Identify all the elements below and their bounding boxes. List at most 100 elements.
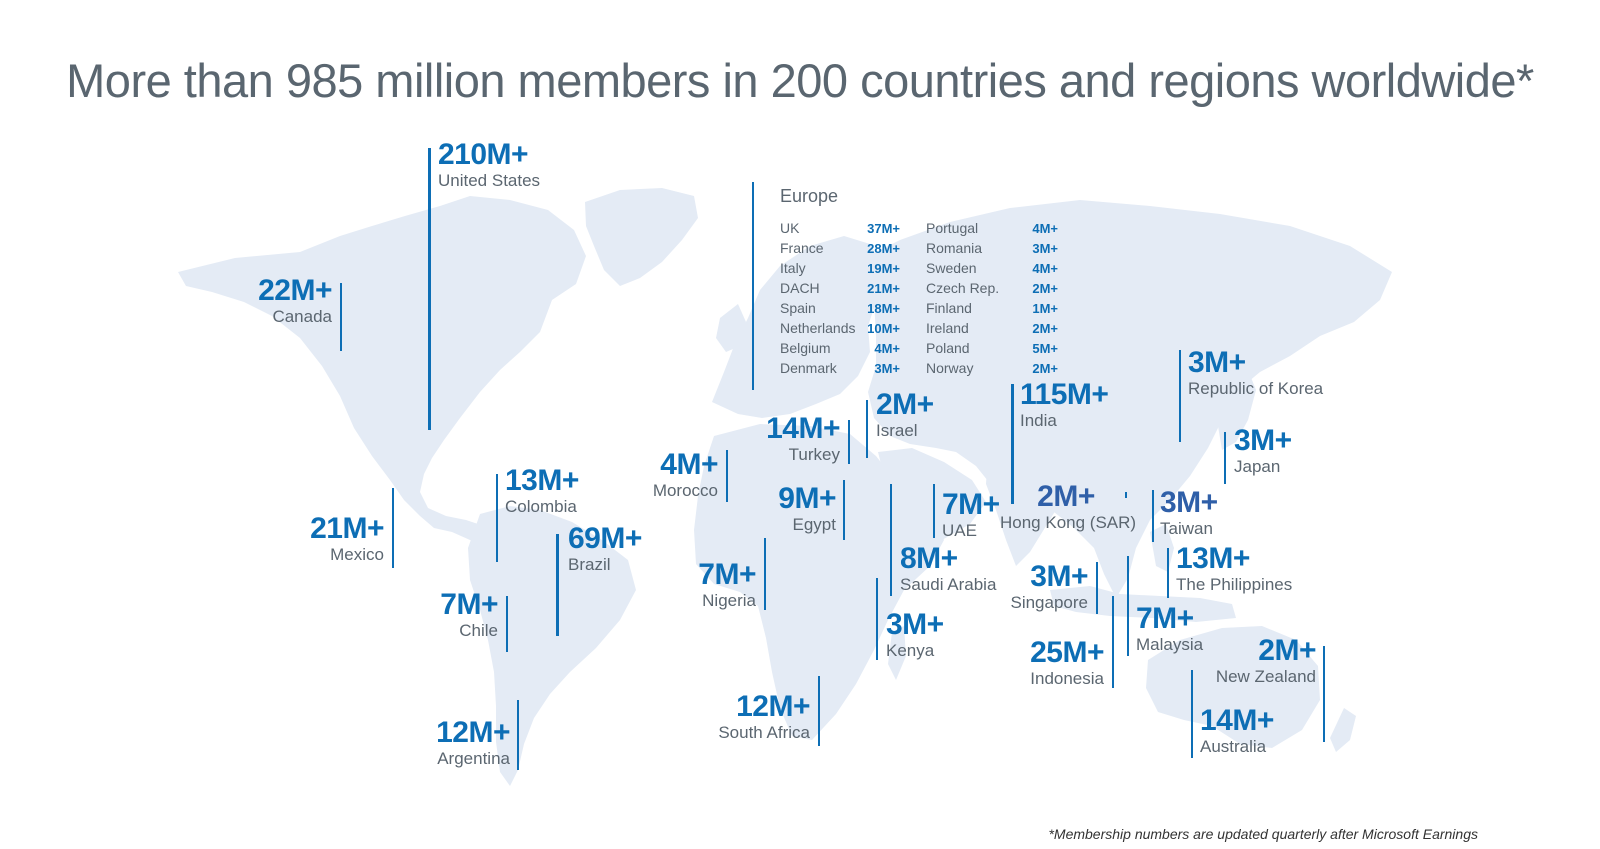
europe-member-count: 2M+ <box>1032 281 1058 296</box>
europe-row: Czech Rep. 2M+ <box>926 278 1058 298</box>
country-label-new-zealand: 2M+ New Zealand <box>1196 634 1317 687</box>
country-label-brazil: 69M+ Brazil <box>568 524 642 575</box>
country-label-colombia: 13M+ Colombia <box>505 466 579 517</box>
country-label-australia: 14M+ Australia <box>1200 706 1274 757</box>
europe-row: DACH 21M+ <box>780 278 912 298</box>
indicator-line-korea <box>1179 350 1181 442</box>
indicator-line-japan <box>1224 432 1226 484</box>
country-name: New Zealand <box>1215 667 1316 686</box>
country-name: Turkey <box>788 445 840 464</box>
country-label-morocco: 4M+ Morocco <box>618 450 719 501</box>
europe-row: Romania 3M+ <box>926 238 1058 258</box>
europe-member-count: 4M+ <box>1032 261 1058 276</box>
country-label-united-states: 210M+ United States <box>438 140 540 191</box>
country-name: United States <box>438 171 541 190</box>
member-count: 12M+ <box>736 690 810 723</box>
indicator-line-south-africa <box>818 676 820 746</box>
country-name: The Philippines <box>1176 575 1293 594</box>
country-name: Saudi Arabia <box>900 575 997 594</box>
country-label-philippines: 13M+ The Philippines <box>1176 544 1292 595</box>
country-name: Chile <box>459 621 498 640</box>
land-japan <box>1218 370 1256 450</box>
member-count: 3M+ <box>886 608 944 641</box>
europe-country-name: Netherlands <box>780 320 856 336</box>
footnote: *Membership numbers are updated quarterl… <box>1048 826 1478 842</box>
europe-country-name: Norway <box>926 360 974 376</box>
europe-row: Poland 5M+ <box>926 338 1058 358</box>
country-label-japan: 3M+ Japan <box>1234 426 1292 477</box>
europe-country-name: Finland <box>926 300 972 316</box>
europe-row: Portugal 4M+ <box>926 218 1058 238</box>
europe-row: Finland 1M+ <box>926 298 1058 318</box>
indicator-line-chile <box>506 596 508 652</box>
country-label-malaysia: 7M+ Malaysia <box>1136 604 1203 655</box>
land-greenland <box>585 188 698 286</box>
country-name: Indonesia <box>1030 669 1104 688</box>
country-name: UAE <box>942 521 977 540</box>
land-north-america <box>178 196 586 548</box>
country-name: Brazil <box>568 555 611 574</box>
member-count: 9M+ <box>778 482 836 515</box>
member-count: 13M+ <box>505 464 579 497</box>
indicator-line-colombia <box>496 474 498 562</box>
europe-member-count: 18M+ <box>867 301 900 316</box>
country-name: South Africa <box>718 723 810 742</box>
country-label-south-africa: 12M+ South Africa <box>690 692 810 743</box>
europe-member-count: 19M+ <box>867 261 900 276</box>
europe-member-count: 4M+ <box>874 341 900 356</box>
land-asia <box>860 200 1392 598</box>
country-label-kenya: 3M+ Kenya <box>886 610 944 661</box>
country-label-korea: 3M+ Republic of Korea <box>1188 348 1323 399</box>
indicator-line-philippines <box>1167 548 1169 598</box>
country-name: Argentina <box>437 749 510 768</box>
indicator-line-argentina <box>517 700 519 770</box>
member-count: 2M+ <box>876 388 934 421</box>
europe-country-name: Poland <box>926 340 970 356</box>
europe-column-right: Portugal 4M+ Romania 3M+ Sweden 4M+ Czech Rep.… <box>926 218 1058 378</box>
member-count: 13M+ <box>1176 542 1250 575</box>
member-count: 22M+ <box>258 274 332 307</box>
indicator-line-turkey <box>848 420 850 464</box>
member-count: 2M+ <box>1258 634 1316 667</box>
member-count: 7M+ <box>440 588 498 621</box>
country-label-argentina: 12M+ Argentina <box>400 718 510 769</box>
europe-row: Ireland 2M+ <box>926 318 1058 338</box>
country-label-hong-kong: 2M+ Hong Kong (SAR) <box>1000 482 1136 533</box>
europe-row: Spain 18M+ <box>780 298 912 318</box>
member-count: 25M+ <box>1030 636 1104 669</box>
indicator-line-morocco <box>726 450 728 502</box>
member-count: 69M+ <box>568 522 642 555</box>
europe-row: Netherlands 10M+ <box>780 318 912 338</box>
indicator-line-brazil <box>556 534 559 636</box>
country-label-chile: 7M+ Chile <box>410 590 498 641</box>
indicator-line-kenya <box>876 578 878 660</box>
member-count: 3M+ <box>1188 346 1246 379</box>
country-name: Mexico <box>330 545 384 564</box>
country-name: Nigeria <box>702 591 756 610</box>
land-new-zealand <box>1330 708 1356 752</box>
member-count: 3M+ <box>1160 486 1218 519</box>
country-name: Morocco <box>652 481 718 500</box>
country-label-israel: 2M+ Israel <box>876 390 934 441</box>
europe-row: Sweden 4M+ <box>926 258 1058 278</box>
country-name: Singapore <box>1010 593 1088 612</box>
country-label-mexico: 21M+ Mexico <box>270 514 384 565</box>
member-count: 3M+ <box>1030 560 1088 593</box>
europe-country-name: Denmark <box>780 360 837 376</box>
indicator-line-nigeria <box>764 538 766 610</box>
europe-country-name: France <box>780 240 824 256</box>
country-name: Malaysia <box>1136 635 1204 654</box>
europe-country-name: Romania <box>926 240 983 256</box>
europe-row: France 28M+ <box>780 238 912 258</box>
member-count: 7M+ <box>698 558 756 591</box>
europe-country-name: Italy <box>780 260 806 276</box>
country-name: India <box>1020 411 1057 430</box>
europe-member-count: 2M+ <box>1032 321 1058 336</box>
member-count: 21M+ <box>310 512 384 545</box>
indicator-line-egypt <box>843 480 845 540</box>
indicator-line-taiwan <box>1152 490 1154 542</box>
land-arabia <box>878 448 986 540</box>
member-count: 8M+ <box>900 542 958 575</box>
indicator-line-uae <box>933 484 935 538</box>
